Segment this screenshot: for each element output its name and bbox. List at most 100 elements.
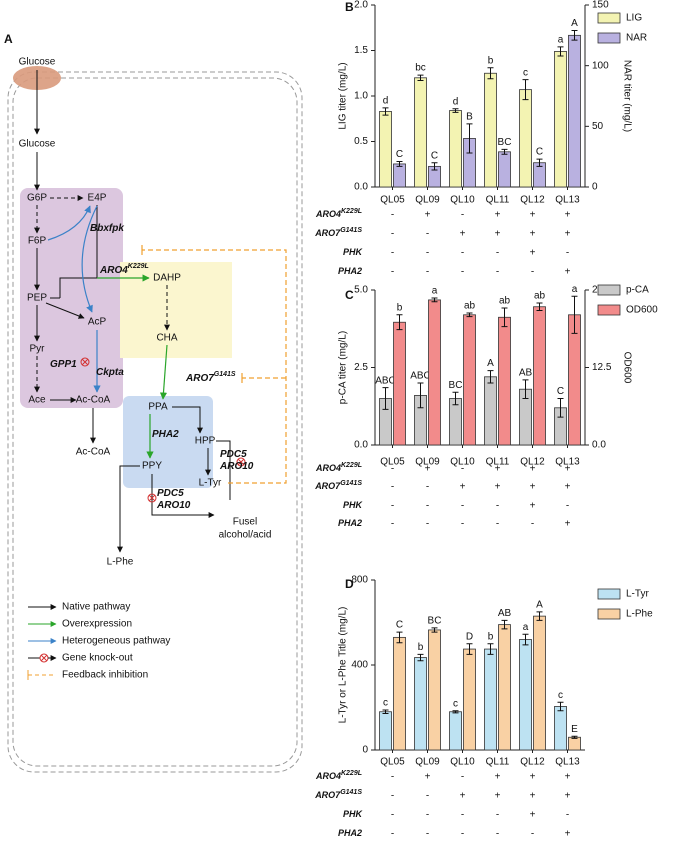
bar xyxy=(519,89,532,188)
bar xyxy=(463,648,476,751)
metabolite: PPA xyxy=(148,402,168,413)
genotype-sign: - xyxy=(461,772,464,783)
legend-label: L-Phe xyxy=(626,609,653,620)
genotype-sign: - xyxy=(391,829,394,840)
genotype-sign: + xyxy=(460,482,466,493)
gene: PHA2 xyxy=(338,518,362,528)
y2-axis-label: NAR titer (mg/L) xyxy=(621,60,632,132)
native-arrows xyxy=(34,70,231,553)
genotype-sign: + xyxy=(530,210,536,221)
error-bar xyxy=(382,107,389,116)
error-bar xyxy=(522,79,529,101)
x-tick-label: QL12 xyxy=(520,757,545,768)
significance-letter: B xyxy=(466,112,473,123)
genotype-label: PHK xyxy=(343,809,364,819)
metabolite: Glucose xyxy=(19,57,56,68)
genotype-sign: - xyxy=(391,464,394,475)
genotype-sign: - xyxy=(461,464,464,475)
error-bar xyxy=(571,735,578,739)
genotype-sign: - xyxy=(426,501,429,512)
y2-tick-label: 50 xyxy=(592,121,604,132)
x-tick-label: QL13 xyxy=(555,195,580,206)
error-bar xyxy=(571,29,578,41)
significance-letter: A xyxy=(536,600,543,611)
legend-label: Native pathway xyxy=(62,602,130,613)
mutation: K229L xyxy=(341,462,362,469)
legend-symbols xyxy=(27,604,57,680)
metabolite: CHA xyxy=(156,333,177,344)
y-tick-label: 0 xyxy=(362,745,368,756)
y-tick-label: 0.0 xyxy=(354,440,368,451)
significance-letter: A xyxy=(487,358,494,369)
mutation: G141S xyxy=(340,480,362,487)
enzyme-name: PHA2 xyxy=(152,429,179,440)
legend-label: Heterogeneous pathway xyxy=(62,636,170,647)
y2-tick-label: 0 xyxy=(592,182,598,193)
gene: ARO7 xyxy=(314,790,341,800)
blue-region xyxy=(123,396,213,488)
genotype-sign: - xyxy=(531,267,534,278)
error-bar xyxy=(501,307,508,328)
legend-label: OD600 xyxy=(626,305,658,316)
enzyme-name: ARO4 xyxy=(99,265,128,276)
significance-letter: ABC xyxy=(375,375,396,386)
significance-letter: C xyxy=(396,149,403,160)
x-tick-label: QL10 xyxy=(450,757,475,768)
genotype-sign: + xyxy=(565,829,571,840)
genotype-sign: + xyxy=(530,501,536,512)
gene: PHK xyxy=(343,500,364,510)
legend-swatch xyxy=(597,284,621,296)
gene: ARO7 xyxy=(314,481,341,491)
genotype-sign: + xyxy=(530,482,536,493)
x-tick-label: QL12 xyxy=(520,457,545,468)
significance-letter: AB xyxy=(498,608,512,619)
enzyme-label: ARO7G141S xyxy=(185,371,236,384)
enzyme-label: PDC5 xyxy=(220,449,247,460)
significance-letter: AB xyxy=(519,368,533,379)
metabolite: Ace xyxy=(28,395,46,406)
error-bar xyxy=(431,297,438,303)
y-tick-label: 800 xyxy=(351,575,368,586)
genotype-sign: + xyxy=(495,229,501,240)
y-axis-label: L-Tyr or L-Phe Title (mg/L) xyxy=(338,607,349,724)
error-bar xyxy=(431,162,438,171)
y2-tick-label: 100 xyxy=(592,60,609,71)
error-bar xyxy=(466,312,473,318)
enzyme-name: Ckpta xyxy=(96,367,124,378)
genotype-sign: + xyxy=(495,791,501,802)
metabolite: AcP xyxy=(88,317,107,328)
significance-letter: A xyxy=(571,18,578,29)
error-bar xyxy=(452,108,459,113)
gene: ARO7 xyxy=(314,228,341,238)
bar xyxy=(498,151,511,188)
genotype-sign: + xyxy=(565,210,571,221)
chart: D 0 400 800 L-Tyr or L-Phe Title (mg/L) c b c b a… xyxy=(314,575,653,840)
bar xyxy=(414,657,427,751)
significance-letter: c xyxy=(453,698,458,709)
bar xyxy=(393,163,406,188)
enzyme-label: Bbxfpk xyxy=(90,223,124,234)
genotype-sign: + xyxy=(495,210,501,221)
significance-letter: b xyxy=(488,55,494,66)
genotype-sign: + xyxy=(495,772,501,783)
genotype-sign: + xyxy=(530,464,536,475)
genotype-sign: - xyxy=(391,482,394,493)
bar xyxy=(554,706,567,751)
x-tick-label: QL10 xyxy=(450,457,475,468)
bar xyxy=(379,711,392,751)
genotype-sign: + xyxy=(460,229,466,240)
significance-letter: b xyxy=(418,642,424,653)
genotype-sign: - xyxy=(566,810,569,821)
genotype-sign: - xyxy=(391,267,394,278)
gene: PHA2 xyxy=(338,828,362,838)
legend-label: Overexpression xyxy=(62,619,132,630)
y-axis-label: LIG titer (mg/L) xyxy=(338,62,349,129)
genotype-label: ARO7G141S xyxy=(314,227,362,239)
genotype-sign: - xyxy=(461,810,464,821)
error-bar xyxy=(417,382,424,409)
metabolite: PPY xyxy=(142,461,162,472)
significance-letter: BC xyxy=(498,137,512,148)
significance-letter: a xyxy=(572,284,578,295)
enzyme-label: GPP1 xyxy=(50,359,77,370)
